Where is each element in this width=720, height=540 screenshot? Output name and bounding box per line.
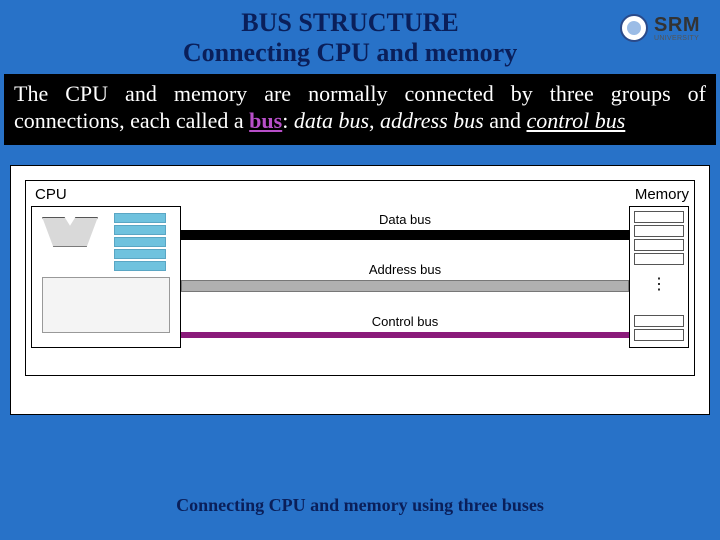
register bbox=[114, 213, 166, 223]
memory-label: Memory bbox=[635, 186, 689, 203]
data-bus: Data bus bbox=[181, 230, 629, 240]
desc-sep2: and bbox=[484, 108, 527, 133]
memory-ellipsis: ⋮ bbox=[630, 279, 688, 290]
header: BUS STRUCTURE Connecting CPU and memory … bbox=[0, 0, 720, 68]
desc-mid1: : bbox=[282, 108, 294, 133]
memory-cells-top bbox=[634, 211, 684, 267]
desc-bus-word: bus bbox=[249, 108, 282, 133]
control-bus-label: Control bus bbox=[372, 314, 438, 329]
memory-cells-bottom bbox=[634, 315, 684, 343]
alu-icon bbox=[42, 217, 98, 247]
desc-sep1: , bbox=[369, 108, 380, 133]
title-block: BUS STRUCTURE Connecting CPU and memory bbox=[20, 8, 620, 68]
memory-cell bbox=[634, 315, 684, 327]
srm-logo: SRM UNIVERSITY bbox=[620, 8, 700, 42]
memory-cell bbox=[634, 239, 684, 251]
control-bus: Control bus bbox=[181, 332, 629, 338]
register bbox=[114, 249, 166, 259]
figure-caption: Connecting CPU and memory using three bu… bbox=[0, 495, 720, 516]
title-line1: BUS STRUCTURE bbox=[80, 8, 620, 38]
logo-text: SRM UNIVERSITY bbox=[654, 15, 700, 42]
cpu-label: CPU bbox=[35, 186, 67, 203]
memory-cell bbox=[634, 253, 684, 265]
desc-control-bus: control bus bbox=[527, 108, 626, 133]
desc-address-bus: address bus bbox=[380, 108, 484, 133]
logo-sub: UNIVERSITY bbox=[654, 35, 700, 42]
desc-data-bus: data bus bbox=[294, 108, 369, 133]
logo-seal-icon bbox=[620, 14, 648, 42]
register-file bbox=[114, 213, 166, 273]
data-bus-line bbox=[181, 230, 629, 240]
address-bus-label: Address bus bbox=[369, 262, 441, 277]
diagram: CPU Memory ⋮ Data bus Address bus bbox=[10, 165, 710, 415]
address-bus-line bbox=[181, 280, 629, 292]
memory-cell bbox=[634, 211, 684, 223]
title-line2: Connecting CPU and memory bbox=[80, 38, 620, 68]
memory-cell bbox=[634, 329, 684, 341]
control-bus-line bbox=[181, 332, 629, 338]
register bbox=[114, 237, 166, 247]
data-bus-label: Data bus bbox=[379, 212, 431, 227]
memory-cell bbox=[634, 225, 684, 237]
logo-brand: SRM bbox=[654, 15, 700, 35]
cpu-box bbox=[31, 206, 181, 348]
control-unit bbox=[42, 277, 170, 333]
address-bus: Address bus bbox=[181, 280, 629, 292]
register bbox=[114, 225, 166, 235]
description-box: The CPU and memory are normally connecte… bbox=[4, 74, 716, 145]
memory-box: ⋮ bbox=[629, 206, 689, 348]
register bbox=[114, 261, 166, 271]
